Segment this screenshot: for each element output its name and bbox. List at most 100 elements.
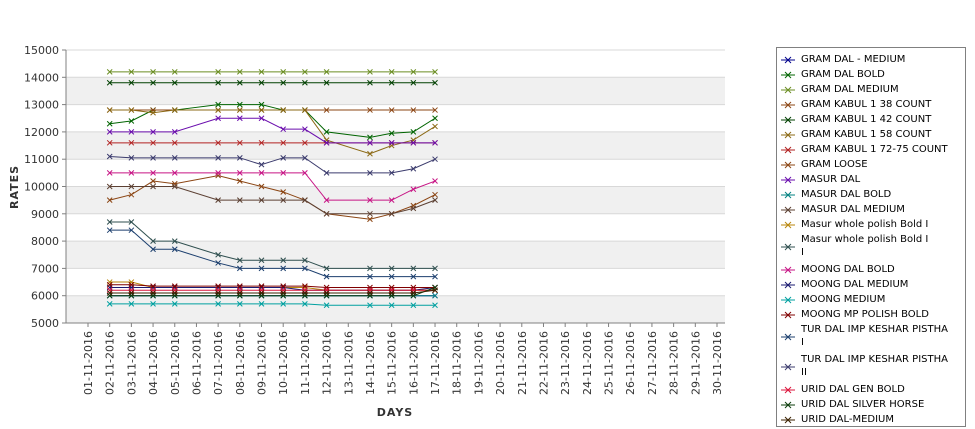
data-point <box>128 107 135 113</box>
y-tick-label: 14000 <box>24 71 59 84</box>
data-point <box>215 283 221 289</box>
legend-marker-icon <box>781 146 795 154</box>
data-point <box>150 246 156 253</box>
data-point <box>410 265 417 272</box>
x-axis-ticks: 01-11-2016 02-11-2016 03-11-2016 04-11-2016… <box>82 323 724 395</box>
data-point <box>258 290 265 296</box>
series-15 <box>106 301 438 309</box>
data-point <box>150 290 156 296</box>
legend-marker-icon <box>781 266 795 274</box>
data-point <box>432 265 438 272</box>
data-point <box>215 107 221 113</box>
x-tick-label: 14-11-2016 <box>364 331 377 395</box>
data-point <box>280 189 287 195</box>
data-point <box>367 134 373 141</box>
legend-item: MOONG DAL BOLD <box>777 263 965 277</box>
data-point <box>367 197 373 204</box>
data-point <box>410 302 417 309</box>
data-point <box>258 107 265 113</box>
data-point <box>150 139 156 146</box>
data-point <box>280 107 287 113</box>
legend-label: URID DAL-MEDIUM <box>801 414 895 425</box>
data-point <box>388 79 395 86</box>
data-point <box>432 115 438 122</box>
data-point <box>128 290 135 296</box>
data-point <box>106 219 113 225</box>
series-line <box>109 287 436 297</box>
data-point <box>106 281 113 288</box>
x-tick-label: 08-11-2016 <box>234 331 247 395</box>
data-point <box>388 107 395 113</box>
background-band <box>66 295 725 323</box>
data-point <box>302 68 308 75</box>
data-point <box>236 257 243 264</box>
chart-legend: GRAM DAL - MEDIUM GRAM DAL BOLD GRAM DAL M… <box>776 47 966 427</box>
x-tick-label: 18-11-2016 <box>451 331 464 395</box>
data-point <box>302 290 308 296</box>
data-point <box>150 129 156 135</box>
legend-label: Masur whole polish Bold I I <box>801 234 929 258</box>
data-point <box>128 79 135 86</box>
data-point <box>302 169 308 176</box>
x-tick-label: 07-11-2016 <box>212 331 225 395</box>
data-point <box>128 227 135 234</box>
data-point <box>150 178 156 184</box>
y-tick-label: 8000 <box>31 235 59 248</box>
data-point <box>410 290 417 296</box>
data-point <box>106 169 113 176</box>
data-point <box>150 283 156 289</box>
data-point <box>150 169 156 176</box>
data-point <box>236 107 243 113</box>
data-point <box>323 273 330 280</box>
data-point <box>323 139 330 146</box>
legend-label: MOONG MEDIUM <box>801 294 886 305</box>
x-tick-label: 11-11-2016 <box>299 331 312 395</box>
x-tick-label: 27-11-2016 <box>646 331 659 395</box>
rates-line-chart: 5000 6000 7000 8000 9000 10000 11000 12000 13000… <box>8 44 725 419</box>
data-point <box>280 169 287 176</box>
data-point <box>302 197 308 204</box>
data-point <box>388 210 395 217</box>
x-tick-label: 06-11-2016 <box>190 331 203 395</box>
legend-marker-icon <box>781 56 795 64</box>
data-point <box>367 68 373 75</box>
x-tick-label: 20-11-2016 <box>494 331 507 395</box>
legend-label: MOONG DAL MEDIUM <box>801 279 909 290</box>
legend-item: GRAM DAL - MEDIUM <box>777 53 965 67</box>
data-point <box>302 301 308 307</box>
y-tick-label: 5000 <box>31 317 59 330</box>
data-point <box>302 154 308 161</box>
legend-item: MASUR DAL <box>777 173 965 187</box>
data-point <box>432 197 438 204</box>
x-tick-label: 29-11-2016 <box>689 331 702 395</box>
series-21 <box>106 287 438 296</box>
x-tick-label: 15-11-2016 <box>386 331 399 395</box>
data-point <box>432 123 438 130</box>
legend-item: MOONG MP POLISH BOLD <box>777 308 965 322</box>
legend-item: URID DAL GEN BOLD <box>777 383 965 397</box>
series-4 <box>106 79 438 86</box>
x-tick-label: 19-11-2016 <box>472 331 485 395</box>
y-axis-title: RATES <box>8 165 21 209</box>
legend-item: MASUR DAL MEDIUM <box>777 203 965 217</box>
legend-marker-icon <box>781 281 795 289</box>
data-point <box>302 139 308 146</box>
data-point <box>128 183 135 190</box>
data-point <box>388 290 395 296</box>
data-point <box>280 257 287 264</box>
data-point <box>150 68 156 75</box>
data-point <box>215 115 221 122</box>
legend-item: GRAM KABUL 1 72-75 COUNT <box>777 143 965 157</box>
x-tick-label: 23-11-2016 <box>559 331 572 395</box>
data-point <box>236 139 243 146</box>
legend-label: GRAM KABUL 1 38 COUNT <box>801 99 932 110</box>
data-point <box>367 216 373 223</box>
data-point <box>215 101 221 108</box>
data-point <box>258 115 265 122</box>
data-point <box>236 79 243 86</box>
data-point <box>280 197 287 204</box>
legend-label: URID DAL SILVER HORSE <box>801 399 925 410</box>
data-point <box>388 197 395 204</box>
legend-marker-icon <box>781 401 795 409</box>
legend-item: TUR DAL IMP KESHAR PISTHA I <box>777 323 965 350</box>
